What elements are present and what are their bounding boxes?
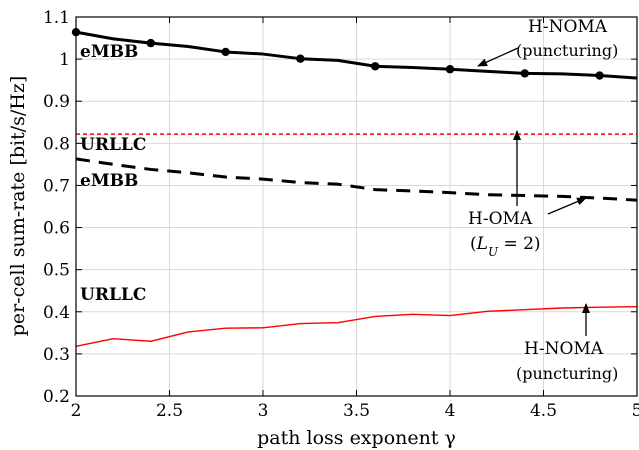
y-tick-label: 0.3 xyxy=(43,345,70,365)
y-tick-label: 0.8 xyxy=(43,134,70,154)
x-tick-label: 4.5 xyxy=(530,401,557,421)
homa-label-line2: (LU = 2) xyxy=(470,234,541,259)
homa-embb-arrow xyxy=(547,197,587,215)
y-axis-label: per-cell sum-rate [bit/s/Hz] xyxy=(7,76,29,337)
hnoma-top-label-line2: (puncturing) xyxy=(516,41,618,60)
x-axis-label: path loss exponent γ xyxy=(257,427,456,449)
series-line-noma_urllc xyxy=(75,306,638,347)
series-marker-noma_embb xyxy=(146,38,155,48)
series-marker-noma_embb xyxy=(595,71,604,80)
homa-label-line1: H-OMA xyxy=(468,209,533,229)
x-tick-label: 4 xyxy=(445,401,456,421)
y-tick-label: 0.5 xyxy=(43,261,70,281)
hnoma-top-arrow xyxy=(477,47,519,67)
hnoma-bottom-label-line1: H-NOMA xyxy=(524,339,604,359)
series-marker-noma_embb xyxy=(296,54,305,63)
urllc-top-label: URLLC xyxy=(80,135,146,155)
x-tick-label: 3 xyxy=(258,401,269,421)
series-line-noma_embb xyxy=(75,30,638,80)
x-tick-label: 5 xyxy=(632,401,639,421)
series-marker-noma_embb xyxy=(445,65,455,74)
urllc-bottom-label: URLLC xyxy=(80,285,146,305)
hnoma-bottom-label-line2: (puncturing) xyxy=(516,364,618,383)
y-tick-label: 0.9 xyxy=(43,92,70,112)
y-tick-label: 1 xyxy=(59,50,70,70)
embb-top-label: eMBB xyxy=(80,42,138,62)
series-marker-noma_embb xyxy=(520,69,529,78)
hnoma-top-label-line1: H-NOMA xyxy=(528,17,608,37)
y-tick-label: 1.1 xyxy=(43,8,70,28)
y-tick-label: 0.4 xyxy=(43,303,70,323)
series-line-oma_embb xyxy=(75,157,638,202)
series-layer xyxy=(71,27,638,347)
x-tick-label: 2 xyxy=(71,401,82,421)
y-tick-label: 0.2 xyxy=(43,387,70,407)
y-tick-label: 0.6 xyxy=(43,219,70,239)
y-tick-label: 0.7 xyxy=(43,176,70,196)
ticks: 2 2.5 3 3.5 4 4.5 5 0.2 0.3 0.4 0.5 0.6 0.7 0.8 0.9 1 1.… xyxy=(43,8,639,421)
series-marker-noma_embb xyxy=(221,47,230,57)
x-tick-label: 3.5 xyxy=(343,401,370,421)
series-marker-noma_embb xyxy=(371,62,380,71)
x-tick-label: 2.5 xyxy=(156,401,183,421)
embb-mid-label: eMBB xyxy=(80,171,138,191)
